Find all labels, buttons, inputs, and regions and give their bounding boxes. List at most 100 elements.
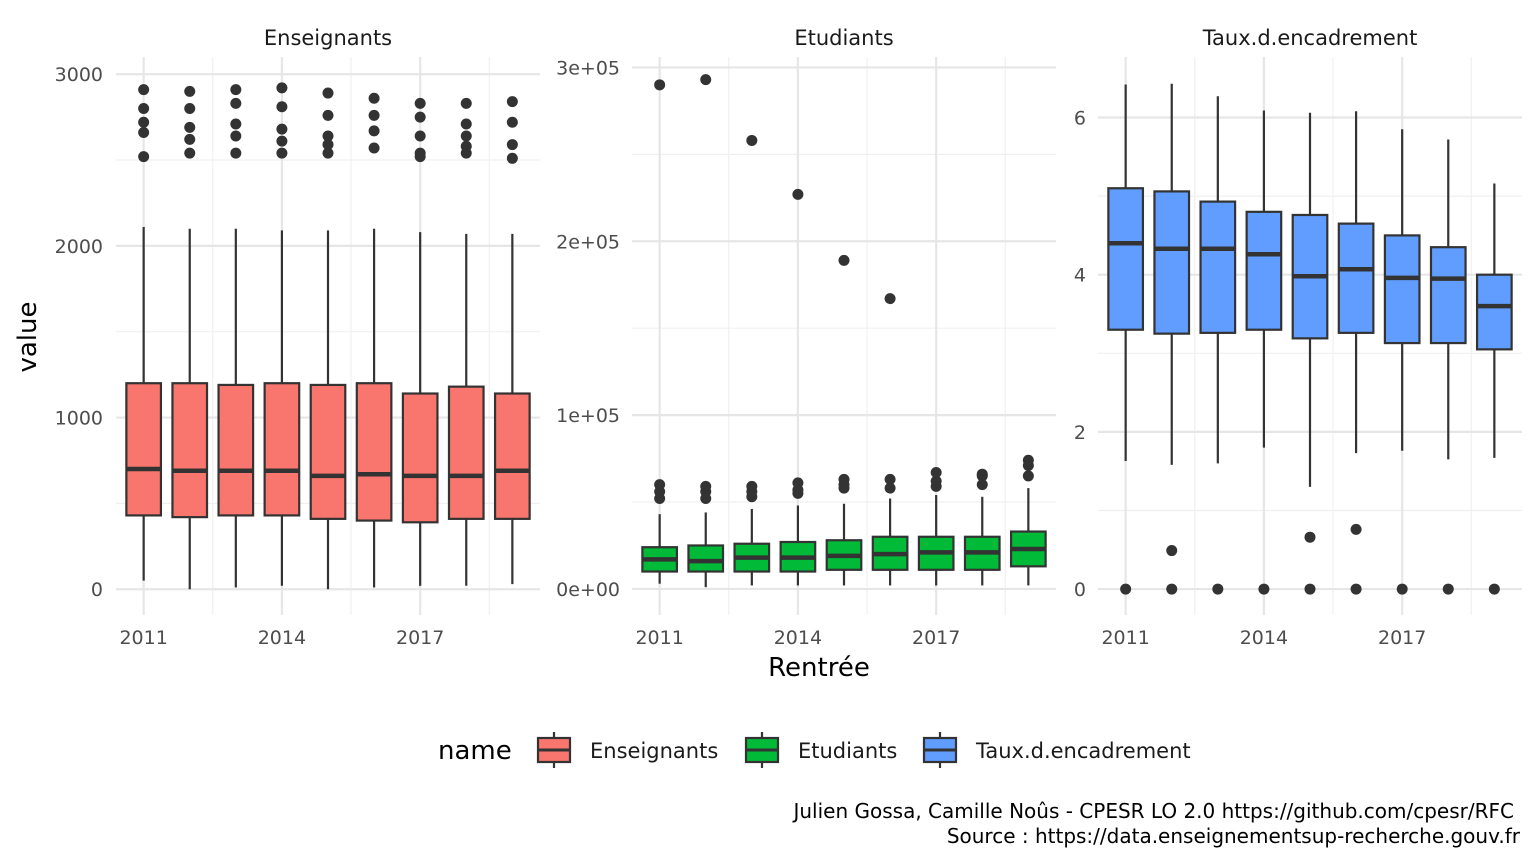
box-body: [687, 544, 725, 573]
y-tick-label: 4: [1074, 265, 1086, 287]
outlier-point: [838, 254, 850, 266]
y-tick-label: 3000: [55, 64, 103, 86]
outlier-point: [276, 82, 288, 94]
box-2019: [1475, 183, 1513, 595]
legend-label: Etudiants: [798, 739, 897, 763]
outlier-point: [368, 109, 380, 121]
outlier-point: [1022, 454, 1034, 466]
outlier-point: [230, 118, 242, 130]
box-body: [447, 385, 485, 520]
outlier-point: [506, 116, 518, 128]
outlier-point: [460, 130, 472, 142]
outlier-point: [414, 97, 426, 109]
box-2013: [1199, 96, 1237, 595]
box-body: [1245, 210, 1283, 331]
legend-key: [536, 732, 572, 768]
legend-label: Enseignants: [590, 739, 718, 763]
y-tick-label: 1000: [55, 408, 103, 430]
x-tick-label: 2014: [1240, 627, 1288, 649]
outlier-point: [230, 130, 242, 142]
outlier-point: [184, 121, 196, 133]
box-body: [493, 392, 531, 520]
box-2013: [733, 134, 771, 586]
outlier-point: [976, 479, 988, 491]
x-tick-label: 2017: [396, 627, 444, 649]
outlier-point: [1304, 531, 1316, 543]
outlier-point: [976, 468, 988, 480]
panel-title: Etudiants: [794, 26, 893, 50]
outlier-point: [1350, 523, 1362, 535]
outlier-point: [276, 147, 288, 159]
outlier-point: [230, 147, 242, 159]
outlier-point: [930, 466, 942, 478]
panel-enseignants: Enseignants 0 1000 2000 3000 2011 2014 2017: [55, 26, 540, 649]
outlier-point: [368, 92, 380, 104]
outlier-point: [792, 188, 804, 200]
box-2014: [779, 188, 817, 586]
box-body: [1107, 187, 1145, 331]
outlier-point: [230, 84, 242, 96]
outlier-point: [276, 135, 288, 147]
outlier-point: [322, 139, 334, 151]
outlier-point: [414, 130, 426, 142]
box-2015: [309, 87, 347, 590]
outlier-point: [1350, 583, 1362, 595]
box-body: [125, 382, 163, 517]
outlier-point: [138, 151, 150, 163]
outlier-point: [1120, 583, 1132, 595]
outlier-point: [184, 133, 196, 145]
outlier-point: [1304, 583, 1316, 595]
outlier-point: [138, 127, 150, 139]
x-tick-label: 2014: [774, 627, 822, 649]
outlier-point: [1488, 583, 1500, 595]
outlier-point: [368, 125, 380, 137]
box-2018: [447, 97, 485, 586]
outlier-point: [230, 97, 242, 109]
box-body: [171, 382, 209, 519]
outlier-point: [1396, 583, 1408, 595]
outlier-point: [184, 103, 196, 115]
outlier-point: [700, 74, 712, 86]
box-body: [1475, 273, 1513, 351]
outlier-point: [368, 142, 380, 154]
outlier-point: [276, 123, 288, 135]
box-body: [1337, 222, 1375, 334]
legend-key: [744, 732, 780, 768]
box-2015: [825, 254, 863, 586]
box-body: [263, 382, 301, 517]
outlier-point: [1166, 545, 1178, 557]
legend-label: Taux.d.encadrement: [975, 739, 1191, 763]
outlier-point: [138, 103, 150, 115]
box-2013: [217, 84, 255, 588]
box-body: [1429, 246, 1467, 345]
legend-key: [922, 732, 958, 768]
box-2016: [355, 92, 393, 588]
outlier-point: [414, 111, 426, 123]
outlier-point: [1258, 583, 1270, 595]
outlier-point: [1212, 583, 1224, 595]
box-2012: [1153, 83, 1191, 595]
x-tick-label: 2011: [1101, 627, 1149, 649]
outlier-point: [884, 482, 896, 494]
outlier-point: [792, 477, 804, 489]
y-axis-title: value: [13, 301, 43, 372]
outlier-point: [460, 118, 472, 130]
outlier-point: [838, 473, 850, 485]
outlier-point: [746, 134, 758, 146]
legend-title: name: [438, 736, 512, 766]
box-body: [1383, 234, 1421, 345]
outlier-point: [276, 101, 288, 113]
outlier-point: [322, 109, 334, 121]
outlier-point: [414, 147, 426, 159]
box-2016: [871, 293, 909, 586]
box-2014: [1245, 110, 1283, 595]
y-tick-label: 1e+05: [556, 405, 620, 427]
outlier-point: [506, 139, 518, 151]
outlier-point: [1022, 470, 1034, 482]
caption-line: Source : https://data.enseignementsup-re…: [947, 824, 1521, 848]
box-2018: [1429, 139, 1467, 595]
outlier-point: [700, 480, 712, 492]
x-tick-label: 2011: [635, 627, 683, 649]
box-2019: [493, 96, 531, 585]
